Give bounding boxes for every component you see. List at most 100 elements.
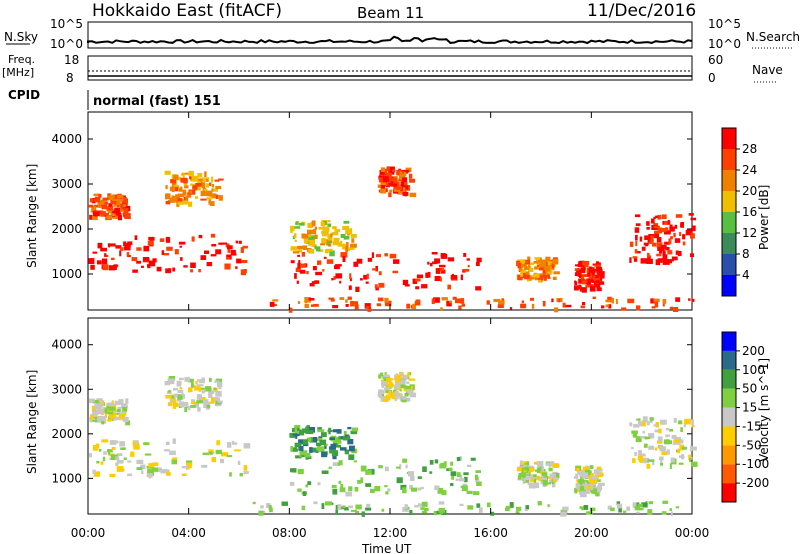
power-cell <box>402 177 408 183</box>
velocity-cell <box>345 491 353 497</box>
power-cell <box>664 220 671 225</box>
power-cell <box>190 183 193 186</box>
power-cell <box>644 235 651 240</box>
power-cell <box>321 233 328 237</box>
power-cell <box>218 195 223 201</box>
power-cell <box>297 245 304 249</box>
velocity-cell <box>321 470 329 474</box>
velocity-cell <box>208 391 215 394</box>
velocity-cell <box>109 440 117 445</box>
power-cell <box>415 301 421 306</box>
velocity-cell <box>109 473 116 478</box>
power-cell <box>371 252 374 258</box>
velocity-cell <box>195 381 198 385</box>
velocity-cell <box>196 384 204 387</box>
power-cell <box>119 247 124 251</box>
power-cell <box>647 237 650 243</box>
velocity-cell <box>646 464 651 469</box>
power-cell <box>688 213 694 216</box>
power-cell <box>116 198 119 204</box>
velocity-cell <box>661 511 667 515</box>
velocity-cell <box>104 412 107 419</box>
power-cell <box>143 245 150 252</box>
velocity-cell <box>183 401 189 407</box>
freq-tick-bottom: 8 <box>66 71 74 85</box>
velocity-cell <box>405 381 410 384</box>
power-cell <box>340 234 346 238</box>
velocity-cell <box>321 503 325 509</box>
power-colorbar-swatch <box>722 233 736 254</box>
power-cell <box>660 228 666 233</box>
power-colorbar-swatch <box>722 149 736 170</box>
velocity-cell <box>181 466 189 469</box>
power-cell <box>400 183 403 187</box>
power-cell <box>353 301 358 305</box>
power-cell <box>431 252 438 255</box>
velocity-cell <box>456 457 461 462</box>
velocity-cell <box>96 408 102 413</box>
power-cell <box>543 275 547 281</box>
velocity-cell <box>102 456 105 462</box>
velocity-cell <box>110 454 118 461</box>
power-cell <box>197 172 203 178</box>
velocity-cell <box>438 501 445 505</box>
power-cell <box>312 239 316 246</box>
velocity-cell <box>116 460 124 464</box>
nsky-tick-top: 10^5 <box>50 17 83 31</box>
velocity-cell <box>635 436 642 443</box>
velocity-cell <box>581 472 588 479</box>
power-cell <box>117 215 122 221</box>
velocity-cell <box>408 378 416 381</box>
velocity-cell <box>179 387 183 390</box>
power-cell <box>671 256 675 262</box>
power-cell <box>97 200 105 205</box>
velocity-cell <box>524 466 529 471</box>
velocity-cell <box>317 427 322 432</box>
velocity-cell <box>166 469 170 473</box>
velocity-cell <box>331 484 337 489</box>
power-cell <box>123 241 127 247</box>
xtick-label: 12:00 <box>373 526 408 540</box>
xtick-label: 00:00 <box>675 526 710 540</box>
power-cell <box>96 260 102 265</box>
velocity-cell <box>530 478 534 482</box>
power-cell <box>331 278 334 281</box>
power-cell <box>204 171 207 177</box>
power-cell <box>375 254 381 258</box>
xtick-label: 04:00 <box>171 526 206 540</box>
velocity-cell <box>649 417 654 421</box>
velocity-cell <box>329 437 335 440</box>
power-cell <box>340 240 343 247</box>
power-cell <box>332 305 339 309</box>
power-cell <box>584 262 589 268</box>
power-cell <box>645 243 648 247</box>
power-cell <box>580 267 586 273</box>
nsearch-label: N.Search <box>746 30 800 44</box>
velocity-cell <box>450 461 454 466</box>
power-cell <box>635 223 641 227</box>
power-cell <box>211 188 214 192</box>
velocity-cell <box>632 458 636 463</box>
velocity-cell <box>172 399 177 406</box>
power-cell <box>365 306 370 309</box>
power-cell <box>438 268 444 272</box>
power-cell <box>517 265 521 269</box>
power-cell <box>632 256 638 259</box>
velocity-cell <box>443 461 447 467</box>
velocity-cell <box>187 378 194 383</box>
velocity-cell <box>136 459 144 464</box>
velocity-cell <box>293 433 300 437</box>
power-cell <box>466 258 470 261</box>
power-cell <box>311 244 317 247</box>
power-cell <box>498 300 505 305</box>
velocity-cell <box>420 507 425 510</box>
velocity-cell <box>305 431 311 434</box>
velocity-cell <box>382 389 385 395</box>
power-cell <box>116 204 120 208</box>
velocity-cell <box>429 471 433 474</box>
power-cell <box>360 278 363 281</box>
velocity-cell <box>670 457 675 463</box>
power-cell <box>543 274 550 278</box>
power-cell <box>350 243 357 248</box>
velocity-cell <box>665 428 670 431</box>
